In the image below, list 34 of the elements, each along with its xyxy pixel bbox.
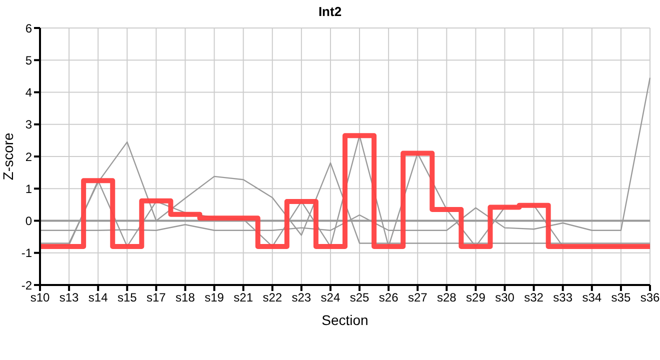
x-tick-label: s30 <box>495 290 515 305</box>
y-tick-label: 4 <box>25 86 32 100</box>
y-tick-label: 0 <box>25 214 32 228</box>
x-tick-label: s24 <box>320 290 340 305</box>
y-tick-label: -1 <box>21 246 32 260</box>
y-tick-label: 2 <box>25 150 32 164</box>
x-tick-label: s35 <box>611 290 631 305</box>
x-tick-label: s15 <box>117 290 138 305</box>
x-tick-label: s25 <box>350 290 370 305</box>
x-tick-label: s36 <box>640 290 660 305</box>
y-axis-title: Z-score <box>0 132 16 180</box>
x-tick-label: s32 <box>524 290 544 305</box>
x-tick-label: s26 <box>378 290 399 305</box>
y-tick-label: 5 <box>25 53 32 68</box>
chart-title: Int2 <box>317 4 343 19</box>
x-tick-label: s14 <box>88 290 108 305</box>
x-tick-label: s29 <box>466 290 486 305</box>
x-tick-label: s21 <box>234 290 254 305</box>
x-tick-label: s17 <box>146 290 166 305</box>
y-tick-label: -2 <box>21 278 32 292</box>
x-tick-label: s34 <box>582 290 602 305</box>
y-tick-label: 1 <box>25 182 32 196</box>
x-tick-label: s33 <box>553 290 573 305</box>
x-tick-label: s18 <box>176 290 196 305</box>
x-tick-label: s22 <box>262 290 282 305</box>
x-tick-label: s23 <box>292 290 312 305</box>
x-tick-label: s28 <box>436 290 457 305</box>
y-tick-label: 6 <box>25 21 32 36</box>
x-tick-label: s27 <box>408 290 428 305</box>
x-tick-label: s13 <box>59 290 80 305</box>
x-axis-title: Section <box>322 312 368 328</box>
x-tick-label: s10 <box>30 290 50 305</box>
x-tick-label: s19 <box>204 290 224 305</box>
y-tick-label: 3 <box>25 118 32 132</box>
